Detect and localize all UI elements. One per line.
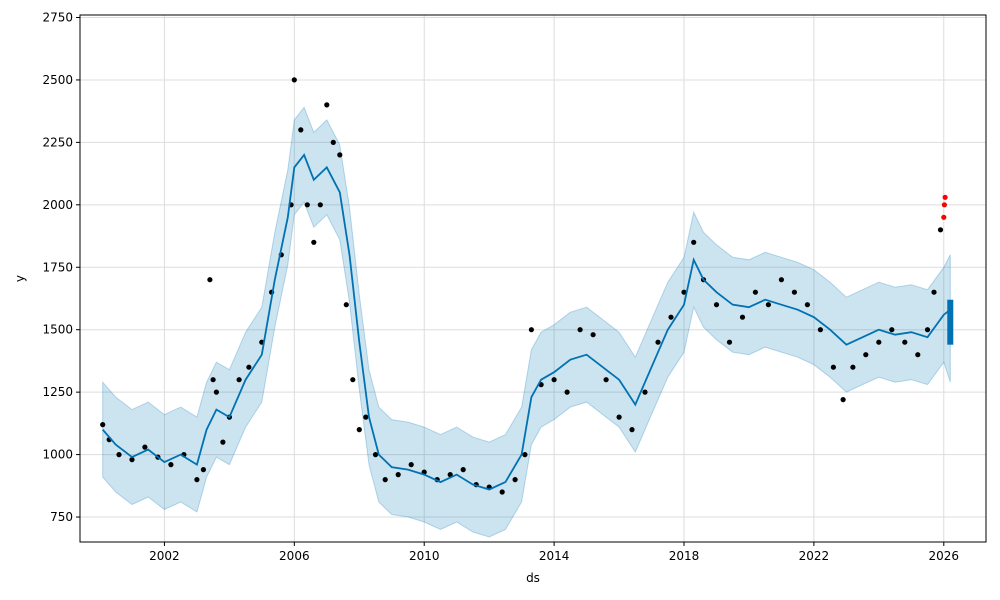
observed-point bbox=[551, 377, 557, 383]
observed-point bbox=[590, 332, 596, 338]
x-tick-label: 2006 bbox=[279, 549, 310, 563]
observed-point bbox=[863, 352, 869, 358]
observed-point bbox=[324, 102, 330, 108]
observed-point bbox=[460, 467, 466, 473]
observed-point bbox=[668, 314, 674, 320]
observed-point bbox=[210, 377, 216, 383]
x-tick-label: 2014 bbox=[539, 549, 570, 563]
observed-point bbox=[850, 364, 856, 370]
observed-point bbox=[564, 389, 570, 395]
observed-point bbox=[304, 202, 310, 208]
observed-point bbox=[317, 202, 323, 208]
tick-layer: 2002 2006 2010 2014 2018 2022 2026 750 1000 1250 1… bbox=[42, 10, 959, 563]
observed-point bbox=[129, 457, 135, 463]
x-axis-label: ds bbox=[526, 571, 540, 585]
observed-point bbox=[363, 414, 369, 420]
forecast-line-layer bbox=[102, 153, 954, 491]
observed-point bbox=[236, 377, 242, 383]
observed-point bbox=[168, 462, 174, 468]
recent-point bbox=[942, 194, 948, 200]
observed-point bbox=[840, 397, 846, 403]
observed-point bbox=[655, 339, 661, 345]
forecast-horizon-block bbox=[947, 299, 954, 345]
observed-point bbox=[142, 444, 148, 450]
uncertainty-band bbox=[102, 106, 951, 538]
observed-point bbox=[382, 477, 388, 483]
observed-point bbox=[629, 427, 635, 433]
observed-point bbox=[577, 327, 583, 333]
observed-point bbox=[372, 452, 379, 458]
y-tick-label: 2750 bbox=[42, 10, 73, 24]
observed-point bbox=[691, 239, 697, 245]
observed-point bbox=[931, 289, 937, 295]
observed-point bbox=[499, 489, 505, 495]
y-axis-label: y bbox=[13, 275, 27, 282]
observed-point bbox=[350, 377, 356, 383]
observed-point bbox=[220, 439, 226, 445]
y-tick-label: 750 bbox=[50, 510, 73, 524]
observed-point bbox=[408, 462, 414, 468]
observed-point bbox=[791, 289, 798, 295]
observed-point bbox=[726, 339, 733, 345]
y-tick-label: 2500 bbox=[42, 73, 73, 87]
x-tick-label: 2022 bbox=[799, 549, 830, 563]
observed-point bbox=[528, 327, 535, 333]
observed-point bbox=[213, 389, 219, 395]
observed-point bbox=[311, 239, 317, 245]
observed-point bbox=[937, 227, 944, 233]
observed-point bbox=[713, 302, 720, 308]
observed-point bbox=[817, 327, 824, 333]
observed-point bbox=[200, 467, 206, 473]
observed-point bbox=[447, 472, 453, 478]
observed-point bbox=[207, 277, 213, 283]
observed-point bbox=[246, 364, 252, 370]
uncertainty-layer bbox=[102, 106, 951, 538]
observed-point bbox=[765, 302, 772, 308]
observed-point bbox=[395, 472, 401, 478]
observed-point bbox=[356, 427, 362, 433]
y-tick-label: 1500 bbox=[42, 323, 73, 337]
x-tick-label: 2026 bbox=[929, 549, 960, 563]
observed-point bbox=[116, 452, 122, 458]
observed-point bbox=[343, 302, 349, 308]
x-tick-label: 2010 bbox=[409, 549, 440, 563]
observed-point bbox=[915, 352, 921, 358]
observed-point bbox=[194, 477, 200, 483]
observed-point bbox=[876, 339, 882, 345]
observed-point bbox=[804, 302, 811, 308]
observed-point bbox=[337, 152, 343, 158]
plot-frame bbox=[79, 14, 987, 543]
y-tick-label: 1750 bbox=[42, 260, 73, 274]
observed-point bbox=[642, 389, 648, 395]
observed-point bbox=[100, 422, 106, 428]
observed-point bbox=[830, 364, 837, 370]
observed-point bbox=[681, 289, 687, 295]
observed-point bbox=[752, 289, 759, 295]
x-tick-label: 2002 bbox=[149, 549, 180, 563]
observed-point bbox=[603, 377, 609, 383]
observed-point bbox=[889, 327, 895, 333]
observed-point bbox=[512, 477, 518, 483]
y-tick-label: 2000 bbox=[42, 198, 73, 212]
observed-point bbox=[924, 327, 931, 333]
observed-point bbox=[902, 339, 908, 345]
observed-point bbox=[616, 414, 622, 420]
x-tick-label: 2018 bbox=[669, 549, 700, 563]
recent-point bbox=[941, 202, 948, 208]
y-tick-label: 1000 bbox=[42, 448, 73, 462]
observed-point bbox=[330, 139, 336, 145]
y-tick-label: 2250 bbox=[42, 135, 73, 149]
observed-point bbox=[778, 277, 785, 283]
forecast-line bbox=[102, 153, 951, 491]
recent-point bbox=[941, 214, 947, 220]
y-tick-label: 1250 bbox=[42, 385, 73, 399]
observed-point bbox=[291, 77, 297, 83]
observed-point bbox=[522, 452, 528, 458]
observed-point bbox=[298, 127, 304, 133]
observed-point bbox=[739, 314, 746, 320]
